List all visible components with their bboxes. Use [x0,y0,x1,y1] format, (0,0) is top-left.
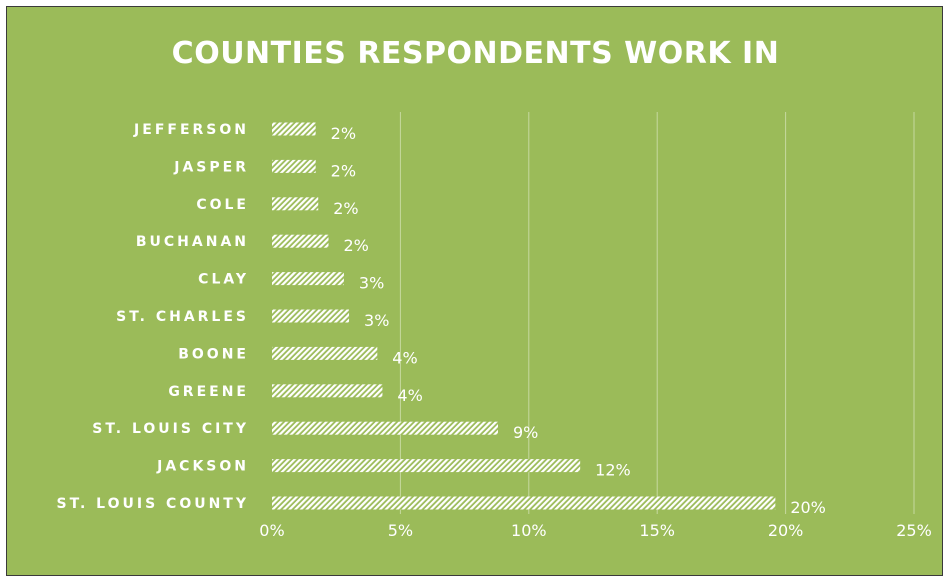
bar [272,197,319,211]
bar [272,496,776,510]
data-label: 3% [359,274,384,293]
category-label: BOONE [178,346,249,362]
x-tick-label: 20% [768,521,804,540]
data-label: 20% [790,498,826,517]
category-label: JASPER [173,159,249,175]
bar [272,159,316,173]
x-tick-label: 10% [511,521,547,540]
data-label: 12% [595,461,631,480]
category-label: COLE [196,197,249,213]
category-label: ST. LOUIS COUNTY [56,496,249,512]
category-label: GREENE [168,384,249,400]
category-label: JACKSON [156,459,249,475]
data-label: 4% [392,348,417,367]
chart-area [6,6,943,576]
data-label: 9% [513,423,538,442]
category-label: CLAY [198,272,249,288]
category-label: ST. LOUIS CITY [92,421,249,437]
data-label: 4% [397,386,422,405]
data-label: 3% [364,311,389,330]
x-tick-label: 25% [896,521,932,540]
data-label: 2% [331,161,356,180]
x-tick-label: 15% [639,521,675,540]
bar [272,421,498,435]
category-label: ST. CHARLES [116,309,249,325]
chart-title: COUNTIES RESPONDENTS WORK IN [171,36,780,71]
data-label: 2% [343,236,368,255]
x-tick-label: 5% [388,521,413,540]
bar [272,122,316,136]
bar [272,384,383,398]
bar [272,459,581,473]
bar [272,309,350,323]
bar [272,234,329,248]
category-label: BUCHANAN [136,234,249,250]
category-label: JEFFERSON [133,122,249,138]
bar [272,272,344,286]
bar [272,346,378,360]
data-label: 2% [333,199,358,218]
data-label: 2% [331,124,356,143]
x-tick-label: 0% [259,521,284,540]
